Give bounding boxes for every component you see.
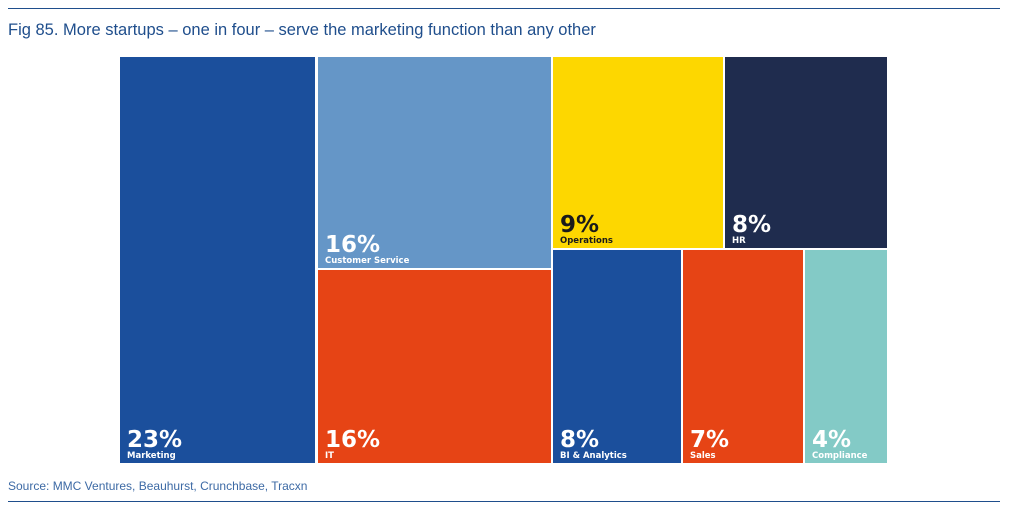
treemap-rect-bi-and-analytics — [553, 250, 681, 463]
treemap-rect-customer-service — [318, 57, 551, 268]
treemap-rect-operations — [553, 57, 723, 248]
category-label-bi-and-analytics: BI & Analytics — [560, 451, 627, 461]
treemap-cell-marketing: 23%Marketing — [120, 57, 315, 463]
top-rule — [8, 8, 1000, 9]
treemap-cell-hr: 8%HR — [725, 57, 887, 248]
category-label-marketing: Marketing — [127, 451, 176, 461]
treemap-cell-operations: 9%Operations — [553, 57, 723, 248]
treemap-cell-it: 16%IT — [318, 270, 551, 463]
bottom-rule — [8, 501, 1000, 502]
treemap-cell-sales: 7%Sales — [683, 250, 803, 463]
value-label-operations: 9% — [560, 212, 599, 238]
category-label-hr: HR — [732, 236, 746, 246]
treemap-rect-compliance — [805, 250, 887, 463]
treemap-rect-it — [318, 270, 551, 463]
category-label-compliance: Compliance — [812, 451, 868, 461]
value-label-marketing: 23% — [127, 427, 182, 453]
value-label-hr: 8% — [732, 212, 771, 238]
source-note: Source: MMC Ventures, Beauhurst, Crunchb… — [8, 479, 308, 493]
category-label-it: IT — [325, 451, 334, 461]
value-label-sales: 7% — [690, 427, 729, 453]
treemap-cell-customer-service: 16%Customer Service — [318, 57, 551, 268]
treemap-cell-compliance: 4%Compliance — [805, 250, 887, 463]
value-label-bi-and-analytics: 8% — [560, 427, 599, 453]
treemap-rect-marketing — [120, 57, 315, 463]
value-label-it: 16% — [325, 427, 380, 453]
figure-title: Fig 85. More startups – one in four – se… — [8, 21, 596, 39]
treemap-rect-hr — [725, 57, 887, 248]
value-label-customer-service: 16% — [325, 232, 380, 258]
treemap-cell-bi-and-analytics: 8%BI & Analytics — [553, 250, 681, 463]
category-label-sales: Sales — [690, 451, 716, 461]
category-label-operations: Operations — [560, 236, 613, 246]
treemap-rect-sales — [683, 250, 803, 463]
category-label-customer-service: Customer Service — [325, 256, 410, 266]
value-label-compliance: 4% — [812, 427, 851, 453]
